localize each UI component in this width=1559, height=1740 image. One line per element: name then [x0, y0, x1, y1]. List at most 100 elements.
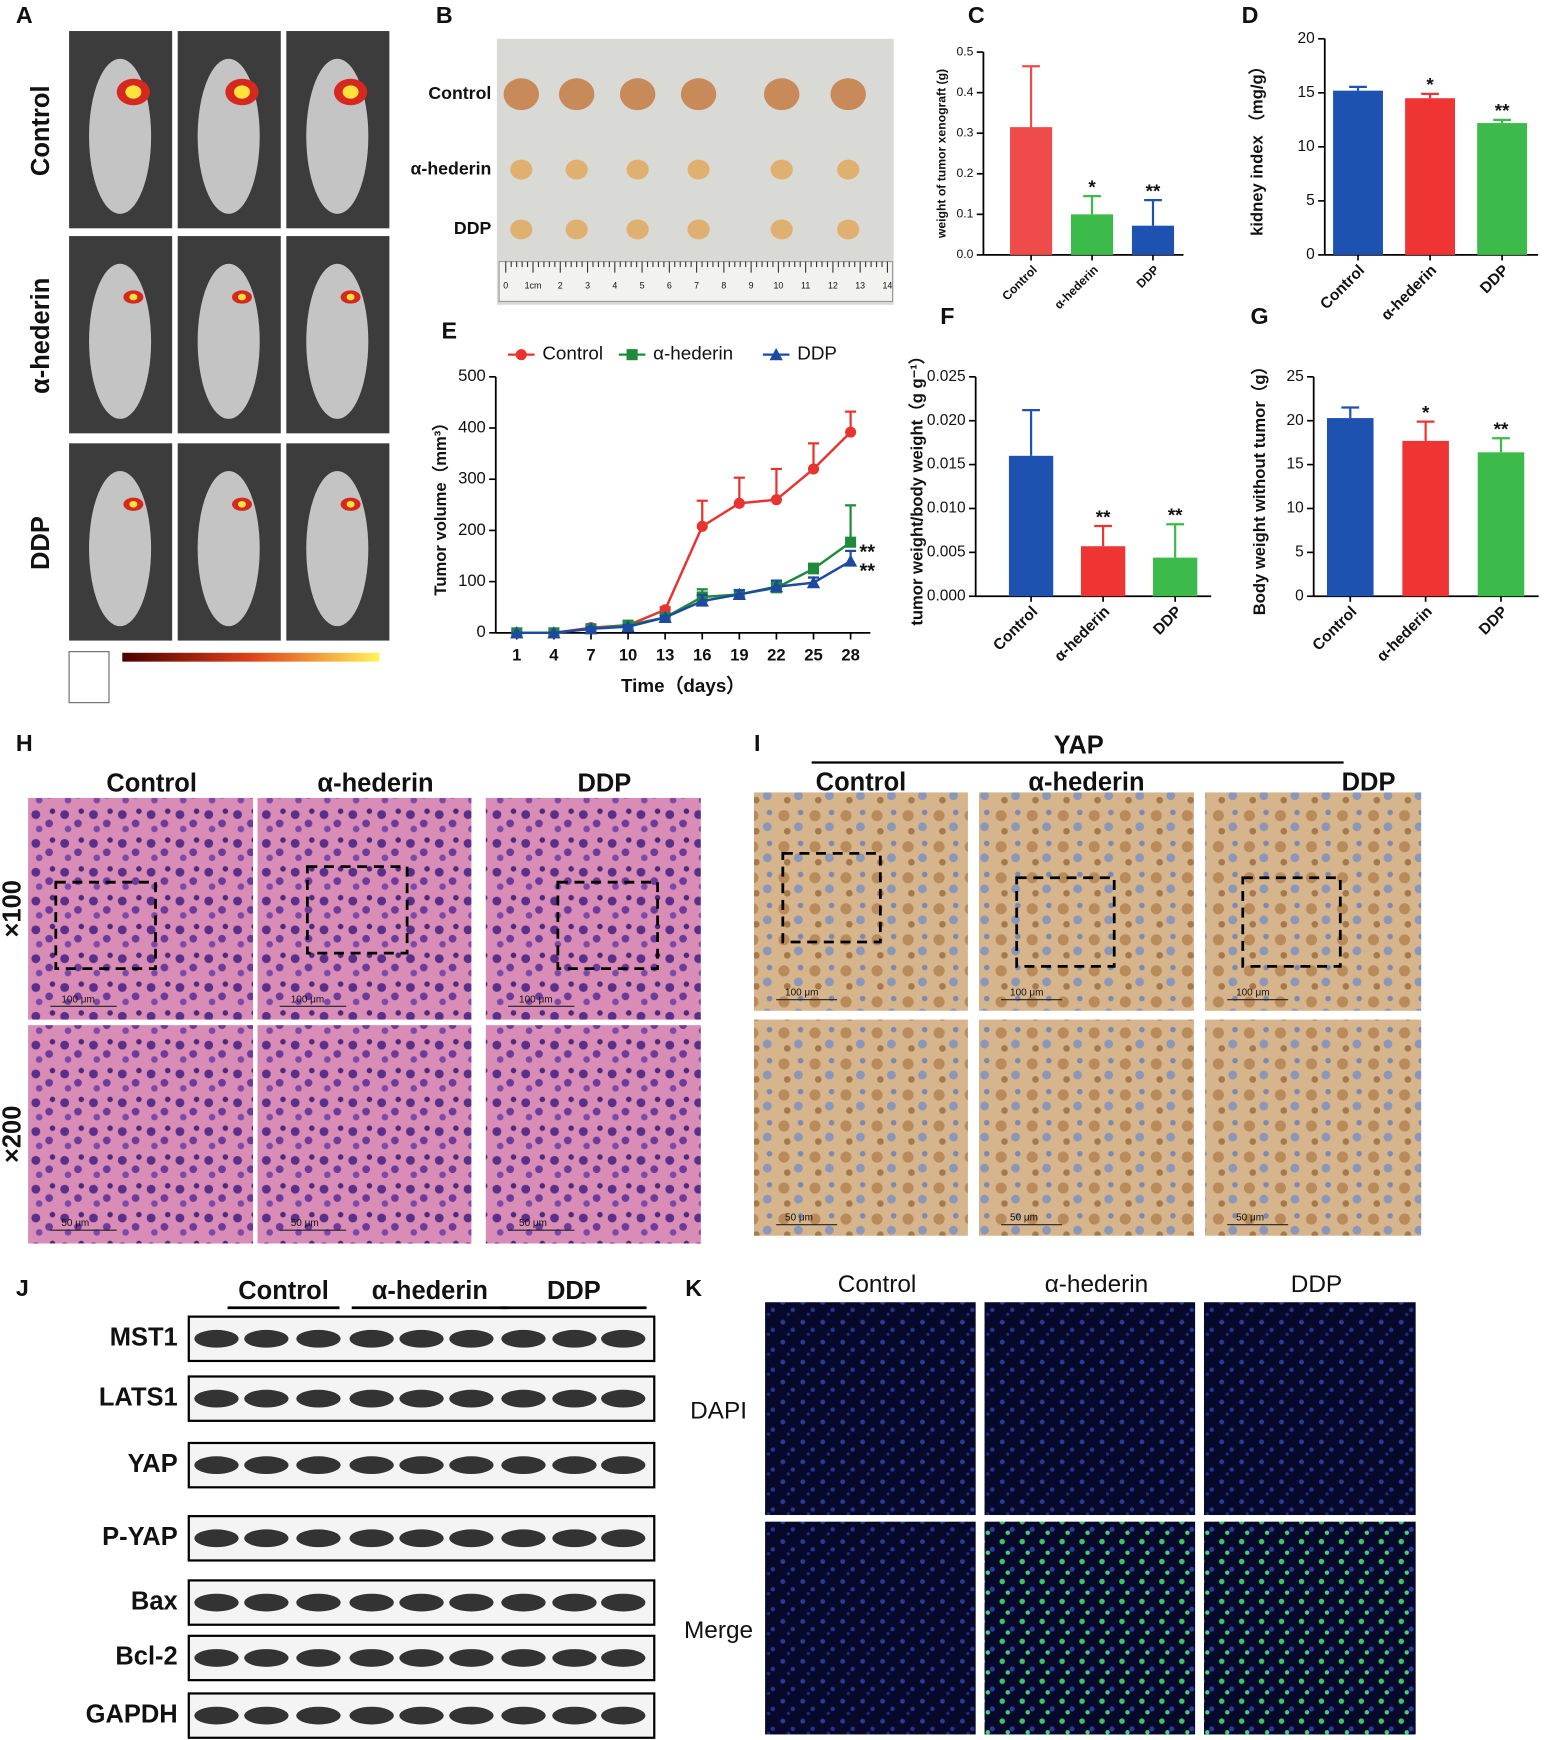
band: [501, 1706, 546, 1725]
zoom-box: [1015, 876, 1116, 968]
tumor: [565, 159, 588, 180]
y-tick-label: 100: [458, 571, 486, 590]
band: [349, 1329, 394, 1348]
signal-core: [342, 85, 359, 99]
panel-letter: B: [436, 2, 453, 28]
column-label: Control: [106, 769, 197, 797]
x-tick-label: 7: [586, 645, 595, 664]
band: [244, 1529, 289, 1548]
marker: [845, 426, 857, 438]
marker: [806, 575, 821, 589]
marker: [695, 594, 709, 607]
band: [449, 1649, 494, 1667]
band: [194, 1593, 239, 1612]
x-tick-label: DDP: [1134, 263, 1162, 291]
ihc-image: [1205, 792, 1422, 1011]
mouse-body: [89, 471, 152, 627]
signal-core: [125, 85, 142, 99]
scale-label: 100 μm: [291, 994, 324, 1005]
band: [399, 1389, 444, 1408]
band: [552, 1529, 597, 1548]
y-tick-label: 10: [1286, 500, 1304, 517]
significance: *: [1426, 74, 1434, 95]
series-line: [516, 431, 852, 635]
x-tick-label: 13: [656, 645, 674, 664]
band: [194, 1649, 239, 1667]
significance: **: [1146, 180, 1161, 201]
protein-label: GAPDH: [86, 1700, 178, 1728]
ruler-label: 1cm: [525, 280, 542, 290]
protein-label: Bcl-2: [115, 1643, 177, 1671]
marker: [770, 494, 782, 506]
y-tick-label: 10: [1298, 138, 1316, 155]
tumor: [619, 78, 656, 111]
series-line: [516, 541, 852, 635]
scale-label: 50 μm: [1010, 1213, 1038, 1224]
panel-letter: C: [968, 2, 985, 28]
y-tick-label: 5: [1306, 192, 1315, 209]
band: [349, 1706, 394, 1725]
ruler: [498, 261, 894, 303]
scale-label: 100 μm: [61, 994, 94, 1005]
he-image: [28, 797, 254, 1020]
band: [349, 1593, 394, 1612]
y-tick-label: 0: [1306, 246, 1315, 263]
x-tick-label: 19: [730, 645, 748, 664]
band: [552, 1649, 597, 1667]
ruler-label: 2: [558, 280, 563, 290]
marker: [732, 587, 746, 600]
mouse-body: [197, 471, 260, 627]
band: [194, 1389, 239, 1408]
bar: [1131, 225, 1175, 255]
scale-label: 50 μm: [61, 1218, 89, 1229]
band: [601, 1389, 646, 1408]
panel-letter: I: [754, 730, 760, 756]
x-tick-label: α-hederin: [1378, 262, 1440, 324]
tumor: [626, 219, 649, 240]
panel-letter: J: [16, 1275, 29, 1301]
band: [194, 1706, 239, 1725]
marker: [547, 626, 561, 639]
zoom-box: [305, 865, 409, 955]
band: [501, 1389, 546, 1408]
bar: [1477, 452, 1525, 597]
y-tick-label: 20: [1298, 30, 1316, 47]
mouse-body: [306, 263, 369, 419]
y-tick-label: 0.4: [956, 85, 973, 99]
x-tick-label: 4: [549, 645, 559, 664]
x-tick-label: Control: [999, 263, 1040, 304]
ruler-label: 3: [585, 280, 590, 290]
panel-letter: E: [441, 318, 457, 344]
ruler-label: 9: [749, 280, 754, 290]
band: [349, 1456, 394, 1475]
marker: [845, 536, 857, 548]
band: [501, 1649, 546, 1667]
y-axis-label: Tumor volume（mm³）: [430, 414, 450, 595]
group-title: YAP: [1054, 732, 1104, 760]
significance: *: [1088, 176, 1096, 197]
band: [244, 1593, 289, 1612]
x-tick-label: 16: [693, 645, 711, 664]
marker: [807, 563, 820, 575]
row-label: Control: [27, 85, 55, 176]
y-tick-label: 0.015: [927, 456, 966, 473]
he-image: [257, 1025, 472, 1244]
column-label: DDP: [1291, 1271, 1342, 1298]
x-tick-label: DDP: [1476, 603, 1511, 638]
significance: *: [1422, 402, 1430, 423]
band: [349, 1649, 394, 1667]
tumor: [687, 219, 710, 240]
band: [296, 1649, 341, 1667]
scale-label: 50 μm: [1236, 1213, 1264, 1224]
row-label: Control: [428, 83, 491, 103]
panel-letter: D: [1242, 2, 1259, 28]
column-label: α-hederin: [317, 769, 433, 797]
ruler-label: 12: [828, 280, 838, 290]
y-tick-label: 0.025: [927, 368, 966, 385]
signal-core: [129, 293, 138, 301]
band: [501, 1529, 546, 1548]
y-axis-label: kidney index （mg/g）: [1247, 58, 1267, 236]
legend-label: DDP: [797, 343, 837, 364]
band: [399, 1329, 444, 1348]
scale-label: 50 μm: [291, 1218, 319, 1229]
